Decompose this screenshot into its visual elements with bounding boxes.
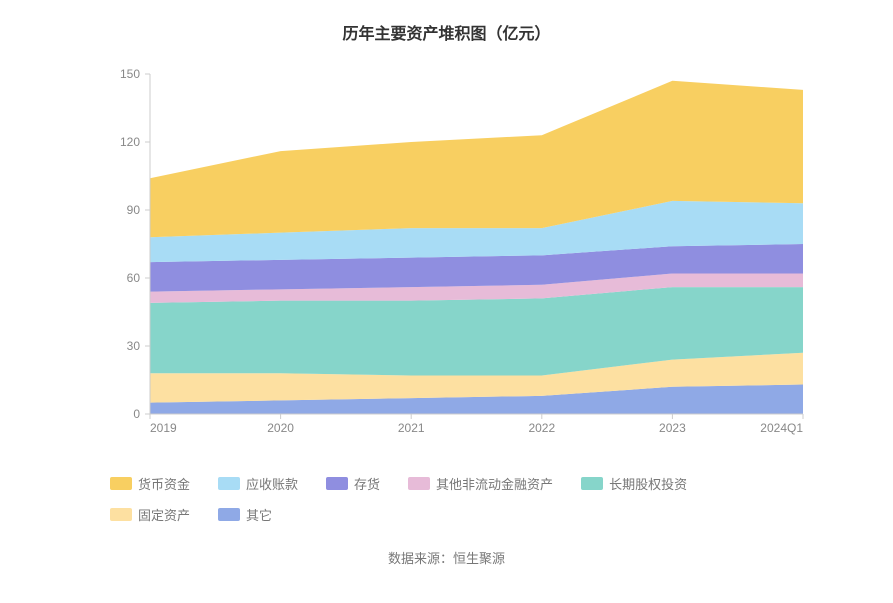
legend-item[interactable]: 存货	[326, 474, 380, 493]
legend-swatch	[581, 477, 603, 490]
y-tick-label: 90	[127, 203, 141, 217]
legend-label: 长期股权投资	[609, 474, 687, 493]
x-tick-label: 2021	[398, 421, 425, 435]
y-tick-label: 150	[120, 67, 140, 81]
legend-swatch	[326, 477, 348, 490]
legend-item[interactable]: 长期股权投资	[581, 474, 687, 493]
legend-item[interactable]: 其它	[218, 505, 272, 524]
legend-item[interactable]: 固定资产	[110, 505, 190, 524]
legend-item[interactable]: 货币资金	[110, 474, 190, 493]
legend-label: 固定资产	[138, 505, 190, 524]
legend-label: 其它	[246, 505, 272, 524]
y-tick-label: 30	[127, 339, 141, 353]
y-tick-label: 0	[133, 407, 140, 421]
chart-container: 历年主要资产堆积图（亿元） 0 30 60 90 120 150 2019 2020 2021 2…	[0, 0, 893, 603]
y-tick-label: 120	[120, 135, 140, 149]
legend-label: 存货	[354, 474, 380, 493]
legend-swatch	[110, 508, 132, 521]
x-tick-label: 2020	[267, 421, 294, 435]
x-tick-label: 2024Q1	[760, 421, 803, 435]
legend-label: 其他非流动金融资产	[436, 474, 553, 493]
legend: 货币资金 应收账款 存货 其他非流动金融资产 长期股权投资固定资产 其它	[30, 474, 863, 524]
x-tick-label: 2023	[659, 421, 686, 435]
legend-label: 应收账款	[246, 474, 298, 493]
legend-item[interactable]: 应收账款	[218, 474, 298, 493]
y-tick-label: 60	[127, 271, 141, 285]
chart-title: 历年主要资产堆积图（亿元）	[30, 20, 863, 44]
legend-item[interactable]: 其他非流动金融资产	[408, 474, 553, 493]
legend-label: 货币资金	[138, 474, 190, 493]
data-source-text: 数据来源：恒生聚源	[30, 548, 863, 567]
legend-swatch	[218, 477, 240, 490]
legend-swatch	[218, 508, 240, 521]
chart-plot-wrap: 0 30 60 90 120 150 2019 2020 2021 2022 2023 2024Q1	[30, 64, 863, 444]
x-tick-label: 2022	[528, 421, 555, 435]
x-tick-label: 2019	[150, 421, 177, 435]
stacked-area-chart: 0 30 60 90 120 150 2019 2020 2021 2022 2023 2024Q1	[30, 64, 863, 444]
legend-swatch	[110, 477, 132, 490]
legend-swatch	[408, 477, 430, 490]
